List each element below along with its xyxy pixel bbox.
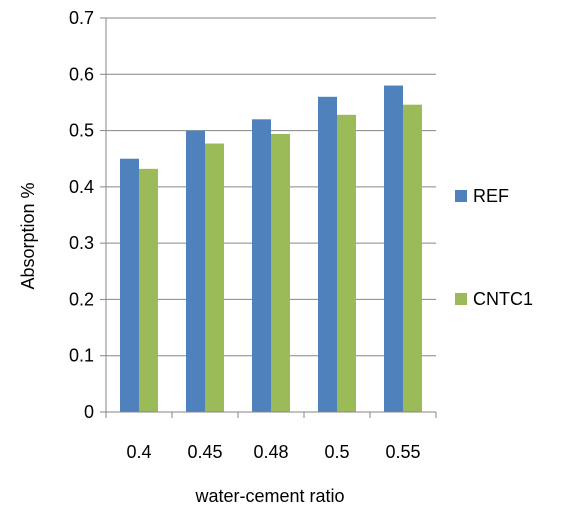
bar-cntc1-0.4 (139, 168, 158, 412)
bar-ref-0.45 (186, 130, 205, 413)
legend-label-ref: REF (473, 186, 509, 206)
y-tick-label: 0.3 (69, 233, 94, 253)
x-tick-labels: 0.4 0.45 0.48 0.5 0.55 (126, 442, 420, 462)
x-tick-label: 0.45 (187, 442, 222, 462)
y-tick-label: 0.6 (69, 64, 94, 84)
bar-ref-0.5 (318, 96, 337, 413)
y-tick-labels: 0 0.1 0.2 0.3 0.4 0.5 0.6 0.7 (69, 8, 94, 422)
x-tick-label: 0.5 (324, 442, 349, 462)
x-tick-label: 0.4 (126, 442, 151, 462)
bar-ref-0.48 (252, 119, 271, 413)
y-tick-label: 0.2 (69, 289, 94, 309)
bar-cntc1-0.48 (271, 133, 290, 412)
legend-label-cntc1: CNTC1 (473, 289, 533, 309)
bar-cntc1-0.45 (205, 143, 224, 412)
bar-cntc1-0.55 (403, 104, 422, 413)
x-tick-label: 0.55 (385, 442, 420, 462)
y-tick-label: 0 (84, 402, 94, 422)
legend-swatch-cntc1 (455, 293, 467, 305)
y-tick-label: 0.1 (69, 346, 94, 366)
bar-cntc1-0.5 (337, 114, 356, 412)
bars (120, 85, 422, 413)
bar-ref-0.4 (120, 158, 139, 412)
y-tick-label: 0.7 (69, 8, 94, 28)
y-tick-label: 0.4 (69, 177, 94, 197)
x-tick-label: 0.48 (253, 442, 288, 462)
axes (100, 17, 437, 418)
legend: REF CNTC1 (455, 186, 533, 309)
x-axis-title: water-cement ratio (194, 486, 344, 506)
bar-ref-0.55 (384, 85, 403, 413)
y-tick-label: 0.5 (69, 121, 94, 141)
y-axis-title: Absorption % (18, 182, 38, 289)
legend-swatch-ref (455, 190, 467, 202)
